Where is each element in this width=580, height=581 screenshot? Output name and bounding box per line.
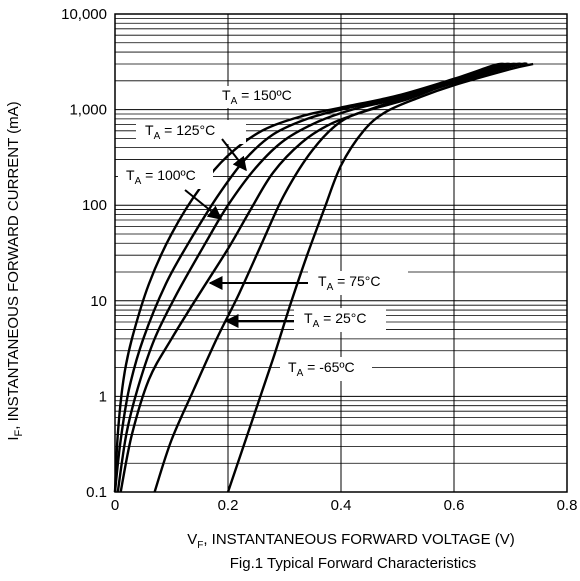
plot-frame [114, 13, 568, 493]
y-tick-label: 1 [99, 388, 107, 405]
series-label-4: TA = 25°C [304, 310, 366, 330]
y-tick-label: 0.1 [86, 484, 107, 501]
series-label-5: TA = -65ºC [288, 359, 355, 379]
annotation-box [308, 271, 408, 295]
annotation-arrow [184, 189, 223, 220]
annotation-box [136, 120, 246, 144]
series-curve-4 [153, 62, 528, 493]
x-tick-label: 0.6 [444, 497, 465, 514]
tick-labels: 0.1 1 10 100 1,000 10,000 0 0.2 0.4 0.6 0.8 [61, 6, 577, 514]
y-tick-label: 100 [82, 197, 107, 214]
y-axis-label: IF, INSTANTANEOUS FORWARD CURRENT (mA) [5, 101, 25, 440]
x-tick-label: 0.4 [331, 497, 352, 514]
y-tick-label: 1,000 [69, 102, 107, 119]
x-tick-label: 0.8 [557, 497, 578, 514]
y-tick-label: 10,000 [61, 6, 107, 23]
annotation-box [118, 165, 213, 189]
series-label-2: TA = 100ºC [126, 167, 196, 187]
series-curves [113, 62, 534, 493]
annotation-box [213, 86, 305, 108]
series-label-3: TA = 75°C [318, 273, 380, 293]
annotation-arrow [221, 138, 247, 172]
annotation-box [280, 357, 372, 381]
series-curve-5 [226, 62, 534, 493]
annotation-box [294, 308, 386, 332]
figure-caption: Fig.1 Typical Forward Characteristics [230, 555, 476, 572]
annotations: TA = 150ºC TA = 125°C TA = 100ºC TA = 75°C T… [118, 86, 408, 381]
series-label-1: TA = 125°C [145, 122, 215, 142]
x-tick-label: 0 [111, 497, 119, 514]
grid [114, 14, 568, 493]
x-tick-label: 0.2 [218, 497, 239, 514]
y-tick-label: 10 [90, 293, 107, 310]
series-curve-2 [116, 62, 517, 493]
x-axis-label: VF, INSTANTANEOUS FORWARD VOLTAGE (V) [187, 531, 515, 551]
series-label-0: TA = 150ºC [222, 87, 292, 107]
